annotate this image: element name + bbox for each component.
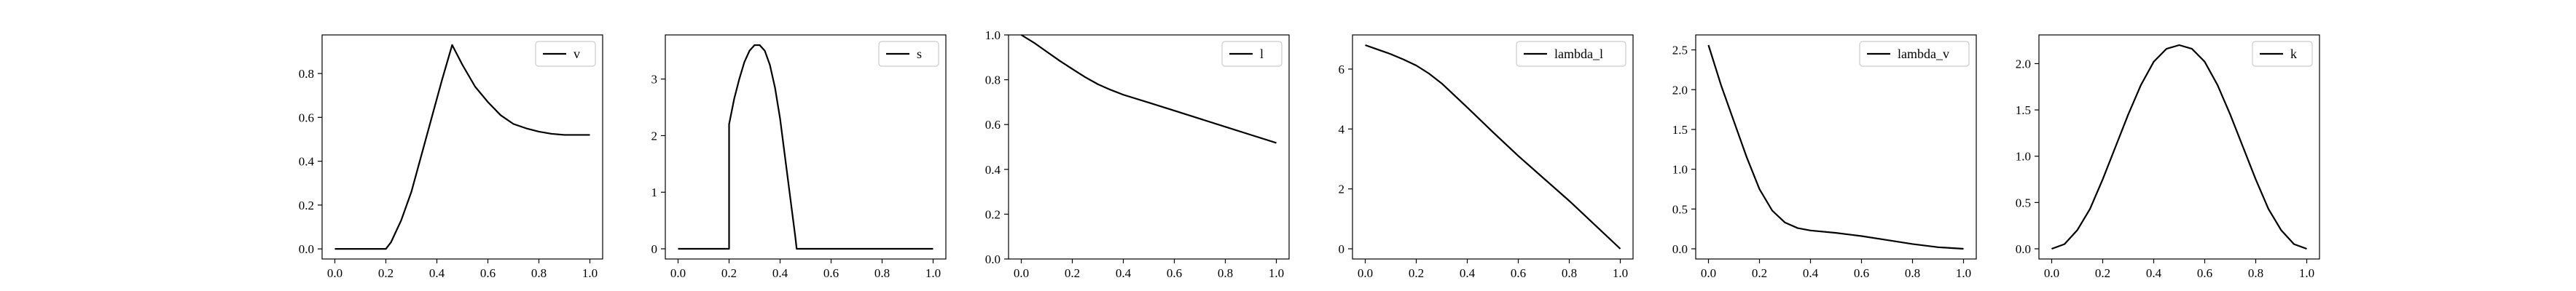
y-tick-label: 1.0 bbox=[985, 28, 1001, 42]
x-tick-label: 0.2 bbox=[1752, 266, 1767, 280]
y-tick-label: 0.0 bbox=[1672, 242, 1688, 256]
series-line-k bbox=[2051, 44, 2307, 250]
y-tick-label: 0.6 bbox=[985, 118, 1001, 132]
x-tick-label: 0.8 bbox=[1218, 266, 1233, 280]
y-tick-label: 2.0 bbox=[2016, 57, 2031, 71]
x-tick-label: 0.6 bbox=[480, 266, 496, 280]
y-tick-label: 1 bbox=[651, 186, 658, 199]
x-tick-label: 0.2 bbox=[378, 266, 394, 280]
x-tick-label: 1.0 bbox=[1956, 266, 1971, 280]
legend-label: lambda_l bbox=[1554, 47, 1603, 61]
y-tick-label: 1.5 bbox=[1672, 123, 1688, 137]
x-tick-label: 0.0 bbox=[1358, 266, 1373, 280]
x-tick-label: 0.8 bbox=[531, 266, 547, 280]
y-tick-label: 0.0 bbox=[985, 252, 1001, 266]
axes-frame bbox=[2038, 34, 2320, 260]
x-tick-label: 0.4 bbox=[1116, 266, 1132, 280]
y-tick-label: 2 bbox=[651, 129, 658, 143]
x-tick-label: 0.8 bbox=[2248, 266, 2263, 280]
y-tick-label: 2.0 bbox=[1672, 83, 1688, 97]
y-tick-label: 0 bbox=[651, 242, 658, 256]
x-tick-label: 0.4 bbox=[2146, 266, 2162, 280]
chart-panel-6: 0.0 0.2 0.4 0.6 0.8 1.0 0.0 0.5 1.0 1.5 2.0 k bbox=[2016, 34, 2320, 280]
legend: v bbox=[535, 41, 596, 67]
y-tick-label: 0.2 bbox=[299, 199, 314, 212]
x-tick-label: 0.8 bbox=[1562, 266, 1577, 280]
x-tick-label: 0.4 bbox=[772, 266, 788, 280]
x-tick-label: 0.8 bbox=[874, 266, 890, 280]
x-tick-label: 0.0 bbox=[1014, 266, 1029, 280]
legend-label: l bbox=[1260, 47, 1264, 61]
axes-frame bbox=[1352, 34, 1634, 260]
legend-label: v bbox=[573, 47, 580, 61]
y-tick-label: 0.4 bbox=[985, 163, 1001, 177]
series-line-s bbox=[678, 44, 933, 250]
x-tick-label: 0.0 bbox=[1701, 266, 1716, 280]
chart-panel-5: 0.0 0.2 0.4 0.6 0.8 1.0 0.0 0.5 1.0 1.5 2.0 2.5 lamb… bbox=[1672, 34, 1977, 280]
y-tick-label: 6 bbox=[1339, 63, 1345, 76]
y-tick-label: 4 bbox=[1339, 122, 1345, 136]
y-tick-label: 0.5 bbox=[2016, 196, 2031, 210]
chart-panel-4: 0.0 0.2 0.4 0.6 0.8 1.0 0 2 4 6 lambda_l bbox=[1339, 34, 1634, 280]
x-tick-label: 0.2 bbox=[2095, 266, 2110, 280]
chart-panel-1: 0.0 0.2 0.4 0.6 0.8 1.0 0.0 0.2 0.4 0.6 0.8 v bbox=[299, 34, 603, 280]
x-tick-label: 0.6 bbox=[823, 266, 839, 280]
y-tick-label: 0.5 bbox=[1672, 202, 1688, 216]
series-line-lambda_v bbox=[1707, 44, 1964, 250]
series-line-v bbox=[334, 44, 590, 250]
x-tick-label: 0.0 bbox=[670, 266, 686, 280]
y-tick-label: 0.2 bbox=[985, 207, 1001, 221]
y-tick-label: 1.0 bbox=[1672, 163, 1688, 177]
x-tick-label: 0.6 bbox=[1854, 266, 1869, 280]
y-tick-label: 3 bbox=[651, 73, 658, 87]
legend: s bbox=[878, 41, 939, 67]
axes-frame bbox=[665, 34, 947, 260]
legend-box bbox=[1516, 41, 1626, 67]
x-tick-label: 0.0 bbox=[327, 266, 342, 280]
legend-box bbox=[1859, 41, 1970, 67]
series-line-lambda_l bbox=[1365, 44, 1621, 250]
y-tick-label: 0.0 bbox=[2016, 242, 2031, 256]
axes-frame bbox=[1695, 34, 1977, 260]
x-tick-label: 0.4 bbox=[1460, 266, 1476, 280]
series-line-l bbox=[1020, 34, 1277, 144]
y-tick-label: 0.4 bbox=[299, 155, 315, 169]
x-tick-label: 1.0 bbox=[2299, 266, 2314, 280]
axes-frame bbox=[1008, 34, 1290, 260]
x-tick-label: 0.4 bbox=[1803, 266, 1819, 280]
axes-frame bbox=[321, 34, 603, 260]
y-tick-label: 2.5 bbox=[1672, 44, 1688, 57]
legend-label: lambda_v bbox=[1898, 47, 1949, 61]
x-tick-label: 0.6 bbox=[2197, 266, 2212, 280]
x-tick-label: 1.0 bbox=[582, 266, 598, 280]
legend: l bbox=[1221, 41, 1283, 67]
x-tick-label: 0.8 bbox=[1905, 266, 1920, 280]
x-tick-label: 0.6 bbox=[1167, 266, 1182, 280]
x-tick-label: 0.2 bbox=[1409, 266, 1424, 280]
x-tick-label: 1.0 bbox=[925, 266, 941, 280]
y-tick-label: 0.8 bbox=[985, 73, 1001, 87]
legend: lambda_l bbox=[1516, 41, 1626, 67]
y-tick-label: 1.0 bbox=[2016, 150, 2031, 164]
x-tick-label: 0.4 bbox=[429, 266, 445, 280]
legend: lambda_v bbox=[1859, 41, 1970, 67]
y-tick-label: 0.0 bbox=[299, 242, 314, 256]
y-tick-label: 1.5 bbox=[2016, 103, 2031, 117]
y-tick-label: 0.8 bbox=[299, 67, 314, 81]
chart-panel-2: 0.0 0.2 0.4 0.6 0.8 1.0 0 1 2 3 s bbox=[651, 34, 947, 280]
x-tick-label: 0.2 bbox=[1065, 266, 1080, 280]
x-tick-label: 0.0 bbox=[2044, 266, 2059, 280]
x-tick-label: 0.2 bbox=[721, 266, 737, 280]
x-tick-label: 0.6 bbox=[1511, 266, 1526, 280]
y-tick-label: 0 bbox=[1339, 242, 1345, 256]
legend-label: s bbox=[917, 47, 922, 61]
legend-label: k bbox=[2290, 47, 2297, 61]
y-tick-label: 2 bbox=[1339, 183, 1345, 196]
x-tick-label: 1.0 bbox=[1613, 266, 1628, 280]
chart-panel-3: 0.0 0.2 0.4 0.6 0.8 1.0 0.0 0.2 0.4 0.6 0.8 1.0 l bbox=[985, 28, 1290, 280]
legend: k bbox=[2252, 41, 2313, 67]
y-tick-label: 0.6 bbox=[299, 111, 314, 124]
x-tick-label: 1.0 bbox=[1269, 266, 1284, 280]
